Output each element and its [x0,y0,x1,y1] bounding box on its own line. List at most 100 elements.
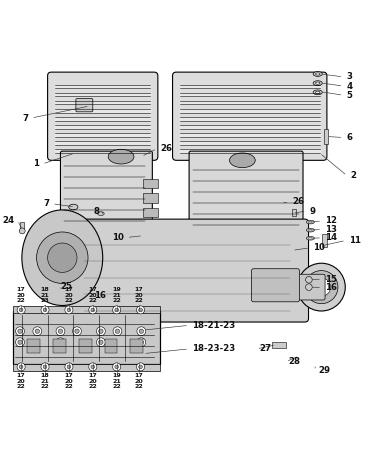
Circle shape [17,363,25,371]
Bar [13,364,160,370]
Bar [143,208,158,217]
Circle shape [96,327,105,336]
Text: 2: 2 [350,171,356,180]
Text: 29: 29 [318,366,330,375]
Text: 18-21-23: 18-21-23 [192,321,235,330]
Text: 19
21
22: 19 21 22 [112,373,121,390]
Ellipse shape [22,210,103,305]
Circle shape [139,340,144,344]
Text: 3: 3 [347,72,352,81]
Text: 11: 11 [349,236,361,245]
Circle shape [306,284,312,290]
Bar [143,193,158,202]
Circle shape [16,338,24,347]
Circle shape [91,365,95,369]
Circle shape [137,327,146,336]
Circle shape [18,329,22,333]
Text: 16: 16 [325,283,337,292]
Circle shape [19,308,23,312]
Ellipse shape [230,153,255,168]
Ellipse shape [315,91,320,94]
FancyBboxPatch shape [189,151,303,232]
Circle shape [41,306,49,314]
Circle shape [37,232,88,284]
Ellipse shape [306,237,314,240]
Text: 17
20
22: 17 20 22 [65,373,73,390]
Circle shape [312,278,331,296]
Text: 5: 5 [347,91,352,100]
Ellipse shape [309,229,312,231]
Text: 10: 10 [313,243,325,252]
Circle shape [75,329,79,333]
Text: 15: 15 [325,275,337,284]
Circle shape [137,338,146,347]
Circle shape [89,363,97,371]
Text: 17
20
22: 17 20 22 [17,287,26,303]
Text: 7: 7 [22,114,28,123]
Ellipse shape [315,82,320,84]
Circle shape [99,340,103,344]
Circle shape [16,327,24,336]
Text: 7: 7 [43,199,49,208]
Text: 26: 26 [292,197,304,206]
Bar [130,339,143,353]
Circle shape [65,363,73,371]
Ellipse shape [313,90,322,95]
Circle shape [305,271,338,304]
Circle shape [58,340,63,344]
Text: 19
21
22: 19 21 22 [112,287,121,303]
Bar [322,234,327,247]
Circle shape [56,338,65,347]
Bar [79,339,92,353]
Circle shape [115,365,118,369]
Bar [27,339,40,353]
Circle shape [43,308,47,312]
Text: 17
20
22: 17 20 22 [65,287,73,303]
Circle shape [139,308,142,312]
Text: 6: 6 [347,133,352,142]
Text: 10: 10 [112,233,124,242]
Circle shape [43,365,47,369]
Circle shape [35,329,40,333]
Text: 17
20
22: 17 20 22 [134,373,143,390]
Circle shape [56,327,65,336]
FancyBboxPatch shape [252,269,299,302]
Ellipse shape [315,73,320,75]
Circle shape [115,329,119,333]
Text: 17
20
22: 17 20 22 [134,287,143,303]
Circle shape [113,306,121,314]
Circle shape [67,308,71,312]
Text: 26: 26 [160,144,172,153]
Bar [324,129,328,144]
FancyBboxPatch shape [76,99,93,112]
Text: 18
21
22: 18 21 22 [41,373,49,390]
Circle shape [33,327,42,336]
Ellipse shape [306,228,314,232]
Bar [272,342,286,348]
Circle shape [73,327,81,336]
Circle shape [67,365,71,369]
Circle shape [91,308,95,312]
Circle shape [113,363,121,371]
Bar [13,306,160,313]
Circle shape [99,329,103,333]
Text: 12: 12 [325,217,337,226]
FancyBboxPatch shape [60,151,152,228]
Text: 17
20
22: 17 20 22 [17,373,26,390]
Ellipse shape [313,81,322,85]
Circle shape [19,365,23,369]
Circle shape [115,308,118,312]
Circle shape [306,276,312,283]
FancyBboxPatch shape [47,72,158,161]
Text: 24: 24 [2,216,14,225]
Circle shape [65,306,73,314]
Bar [292,209,296,216]
Ellipse shape [313,72,322,76]
Ellipse shape [309,238,312,239]
FancyBboxPatch shape [62,219,309,322]
Text: 17
20
22: 17 20 22 [88,287,97,303]
Ellipse shape [108,149,134,164]
Text: 13: 13 [325,225,337,234]
Text: 18-23-23: 18-23-23 [192,344,235,353]
Circle shape [137,363,145,371]
